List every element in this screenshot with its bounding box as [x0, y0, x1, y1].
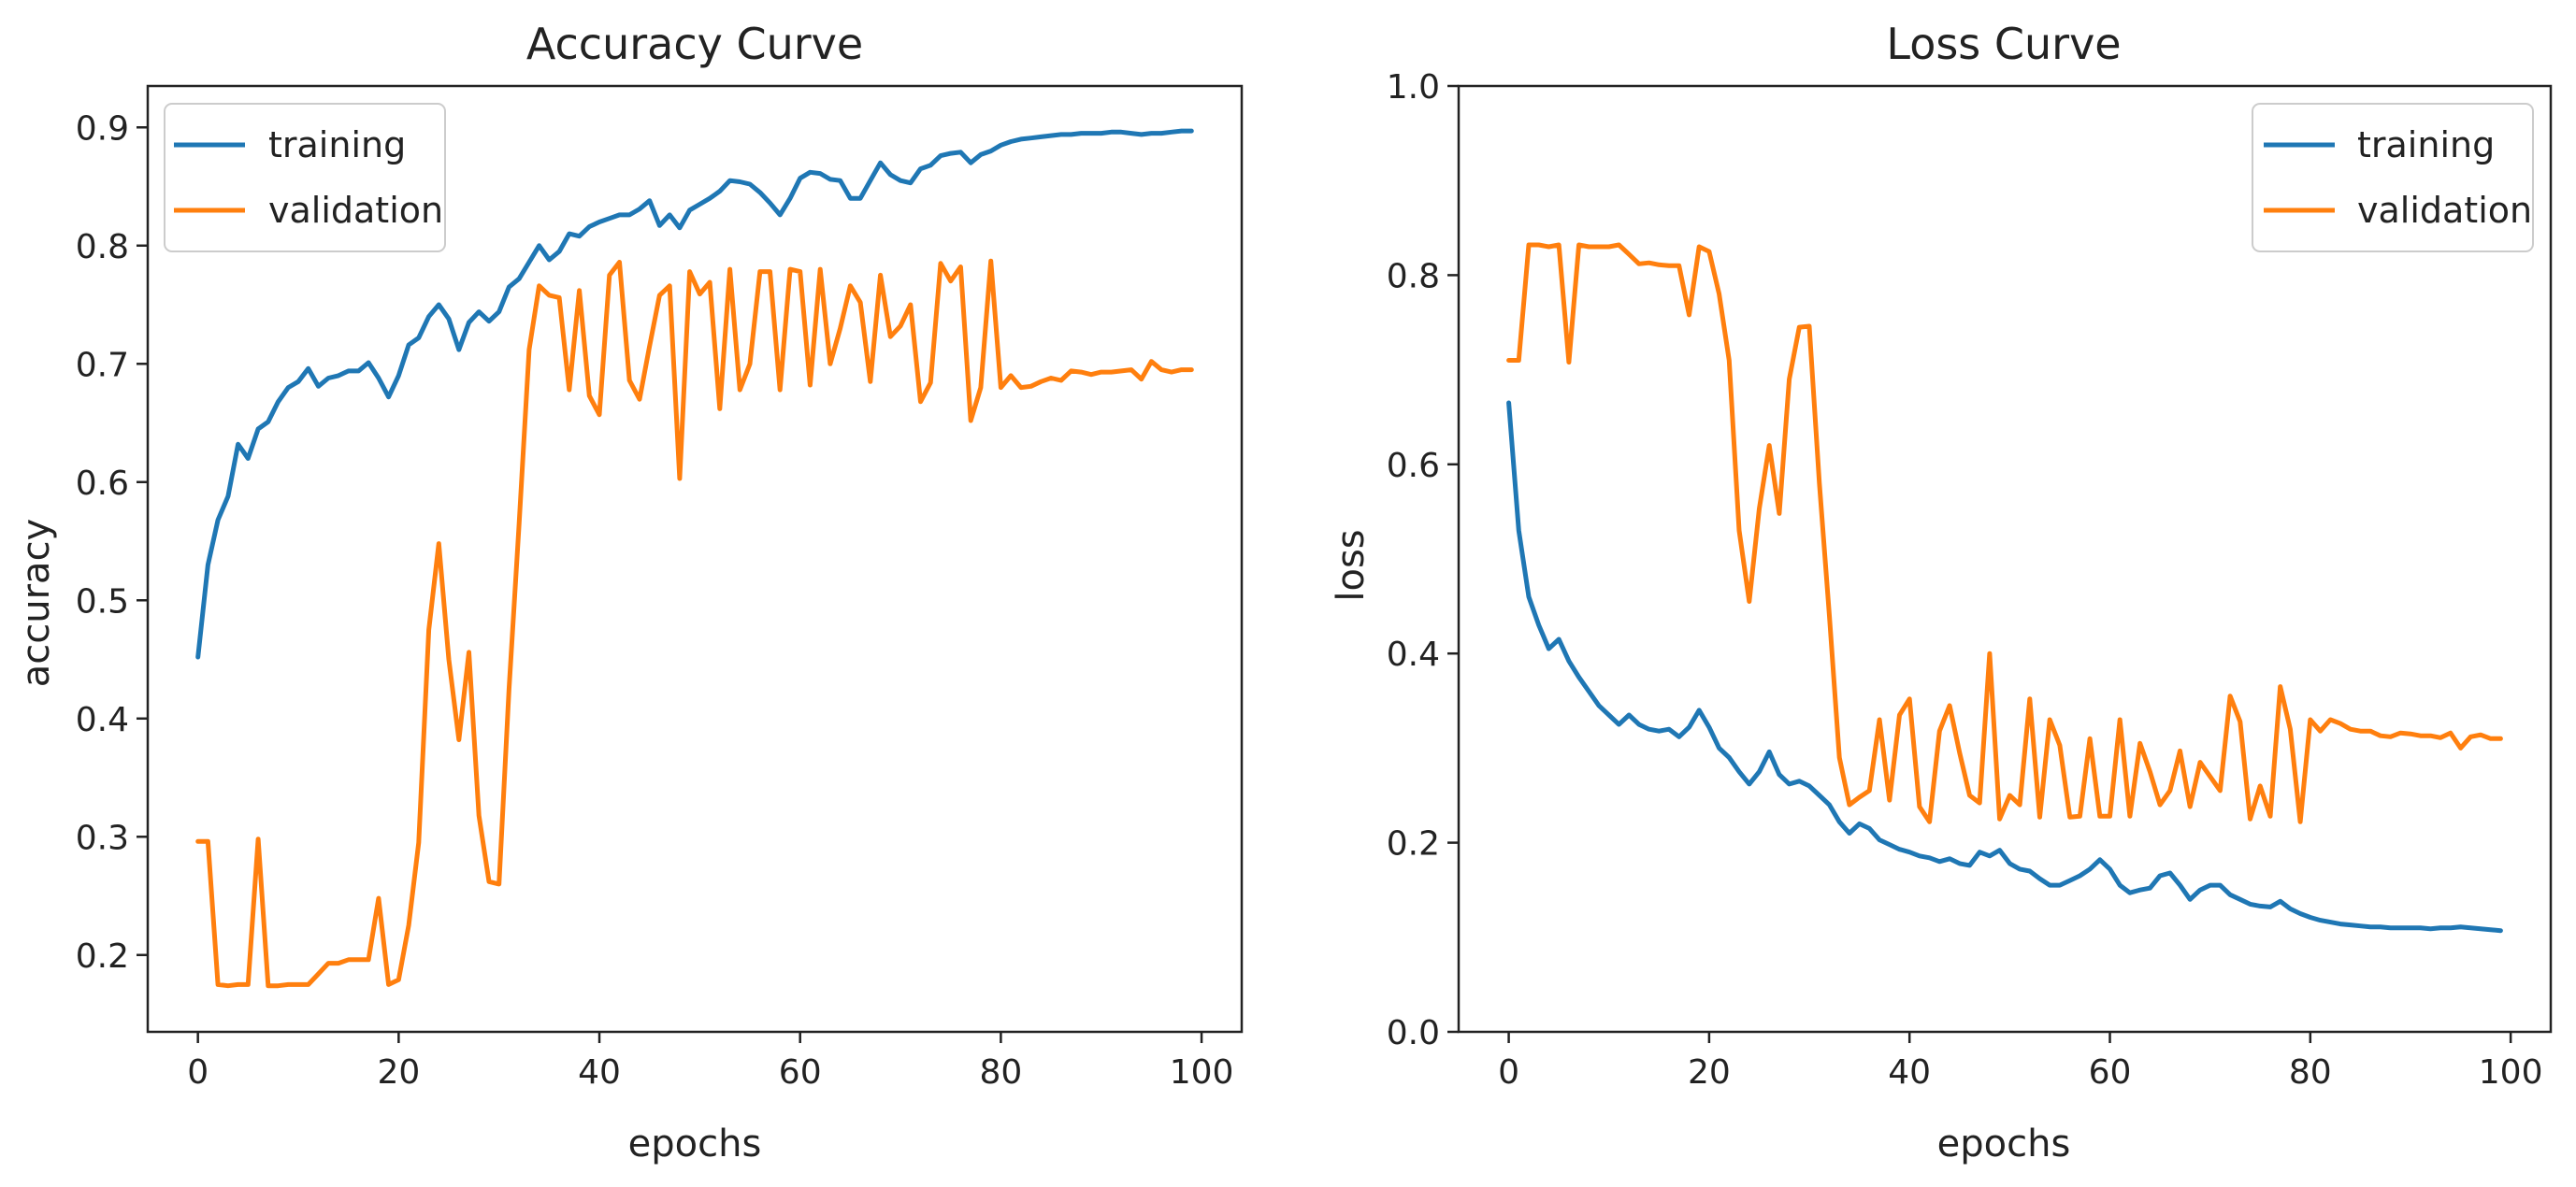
loss-x-tick-label: 20 [1688, 1053, 1731, 1092]
accuracy-lines [195, 128, 1194, 989]
accuracy-x-tick-label: 40 [578, 1053, 621, 1092]
accuracy-legend: training validation [164, 103, 446, 252]
accuracy-y-tick-label: 0.4 [76, 701, 129, 739]
accuracy-plot-frame [146, 84, 1244, 1034]
accuracy-y-axis-label: accuracy [15, 519, 58, 687]
accuracy-legend-training-label: training [268, 124, 406, 165]
loss-x-tick-label: 40 [1888, 1053, 1931, 1092]
loss-chart: Loss Curve epochs loss 0 20 40 60 80 100 0.0 0.… [1330, 19, 2553, 1166]
loss-y-tick-label: 0.4 [1387, 636, 1440, 674]
accuracy-validation-line [195, 258, 1194, 989]
accuracy-x-tick-label: 0 [187, 1053, 209, 1092]
loss-y-tick-label: 0.6 [1387, 447, 1440, 485]
accuracy-y-tick-label: 0.7 [76, 346, 129, 384]
loss-y-tick-label: 1.0 [1387, 68, 1440, 107]
loss-y-axis-label: loss [1330, 529, 1373, 601]
accuracy-chart: Accuracy Curve epochs accuracy 0 20 40 60 80… [15, 19, 1244, 1166]
loss-chart-title: Loss Curve [1886, 19, 2121, 69]
accuracy-y-tick-label: 0.2 [76, 937, 129, 976]
loss-training-line [1506, 400, 2503, 934]
loss-ticks: 0 20 40 60 80 100 0.0 0.2 0.4 0.6 0.8 1.0 [1387, 68, 2543, 1092]
accuracy-legend-box [164, 103, 446, 252]
accuracy-y-tick-label: 0.5 [76, 582, 129, 621]
accuracy-y-tick-label: 0.8 [76, 228, 129, 266]
accuracy-y-tick-label: 0.9 [76, 109, 129, 148]
accuracy-x-tick-label: 80 [979, 1053, 1022, 1092]
loss-x-axis-label: epochs [1937, 1123, 2071, 1166]
accuracy-x-tick-label: 60 [779, 1053, 822, 1092]
loss-legend-validation-label: validation [2357, 190, 2532, 231]
loss-x-tick-label: 0 [1498, 1053, 1519, 1092]
accuracy-legend-validation-label: validation [268, 190, 443, 231]
loss-y-tick-label: 0.2 [1387, 825, 1440, 864]
loss-legend: training validation [2252, 103, 2534, 252]
loss-legend-training-label: training [2357, 124, 2495, 165]
accuracy-chart-title: Accuracy Curve [526, 19, 863, 69]
accuracy-ticks: 0 20 40 60 80 100 0.2 0.3 0.4 0.5 0.6 0.7 0.8 0.9 [76, 109, 1234, 1092]
accuracy-x-tick-label: 100 [1170, 1053, 1234, 1092]
loss-y-tick-label: 0.8 [1387, 257, 1440, 295]
loss-plot-frame [1457, 84, 2553, 1034]
accuracy-x-axis-label: epochs [628, 1123, 762, 1166]
loss-validation-line [1506, 242, 2503, 824]
loss-legend-box [2252, 103, 2534, 252]
accuracy-y-tick-label: 0.6 [76, 465, 129, 503]
accuracy-y-tick-label: 0.3 [76, 819, 129, 857]
accuracy-x-tick-label: 20 [377, 1053, 420, 1092]
loss-x-tick-label: 60 [2089, 1053, 2132, 1092]
loss-lines [1506, 242, 2503, 934]
loss-x-tick-label: 80 [2289, 1053, 2332, 1092]
loss-y-tick-label: 0.0 [1387, 1014, 1440, 1052]
loss-x-tick-label: 100 [2479, 1053, 2543, 1092]
accuracy-training-line [195, 128, 1194, 660]
